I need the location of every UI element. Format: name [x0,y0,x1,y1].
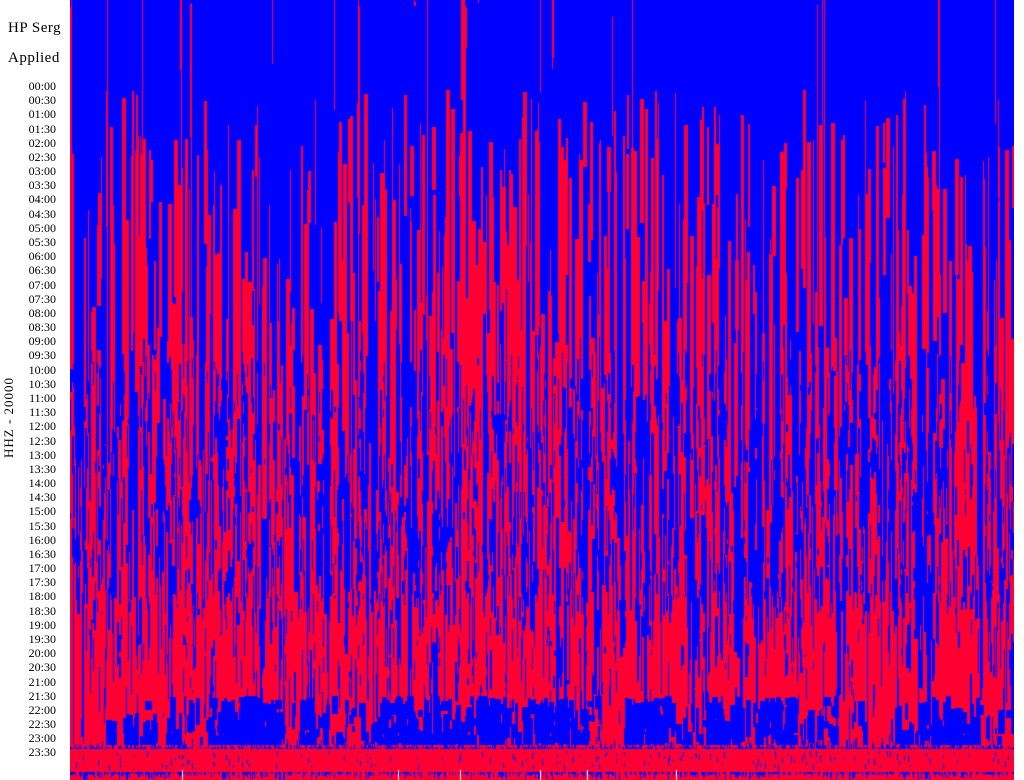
time-label: 20:30 [28,660,56,674]
time-label: 22:30 [28,717,56,731]
time-label: 15:30 [28,519,56,533]
time-label: 18:00 [28,589,56,603]
time-label: 21:30 [28,689,56,703]
time-label: 06:30 [28,263,56,277]
time-label: 20:00 [28,646,56,660]
time-label: 07:30 [28,292,56,306]
time-label: 13:30 [28,462,56,476]
seismogram-plot [70,0,1014,780]
time-label: 11:30 [29,405,56,419]
time-label: 03:00 [28,164,56,178]
time-label: 00:00 [28,79,56,93]
time-label: 19:00 [28,618,56,632]
time-label: 18:30 [28,604,56,618]
station-title: HP Serg [8,20,62,36]
time-label: 05:30 [28,235,56,249]
time-label: 06:00 [28,249,56,263]
time-label: 19:30 [28,632,56,646]
time-label: 01:30 [28,122,56,136]
filter-status-label: Applied [8,50,60,66]
time-label: 07:00 [28,278,56,292]
time-label: 12:30 [28,434,56,448]
time-label: 04:00 [28,192,56,206]
time-label: 17:00 [28,561,56,575]
time-label: 10:30 [28,377,56,391]
time-label: 23:00 [28,731,56,745]
time-label: 01:00 [28,107,56,121]
time-label: 08:00 [28,306,56,320]
time-label: 05:00 [28,221,56,235]
time-label: 11:00 [29,391,56,405]
time-label: 12:00 [28,419,56,433]
time-label: 22:00 [28,703,56,717]
time-label: 09:30 [28,348,56,362]
time-label: 14:00 [28,476,56,490]
time-label: 02:30 [28,150,56,164]
time-label: 03:30 [28,178,56,192]
time-label: 16:30 [28,547,56,561]
time-label: 16:00 [28,533,56,547]
time-label: 14:30 [28,490,56,504]
time-label: 09:00 [28,334,56,348]
time-label: 23:30 [28,745,56,759]
time-label: 00:30 [28,93,56,107]
time-axis: 00:00 00:30 01:00 01:30 02:00 02:30 03:00 03:30… [0,0,62,780]
time-label: 10:00 [28,363,56,377]
time-label: 15:00 [28,504,56,518]
time-label: 04:30 [28,207,56,221]
time-label: 02:00 [28,136,56,150]
time-label: 13:00 [28,448,56,462]
time-label: 08:30 [28,320,56,334]
time-label: 21:00 [28,675,56,689]
time-label: 17:30 [28,575,56,589]
